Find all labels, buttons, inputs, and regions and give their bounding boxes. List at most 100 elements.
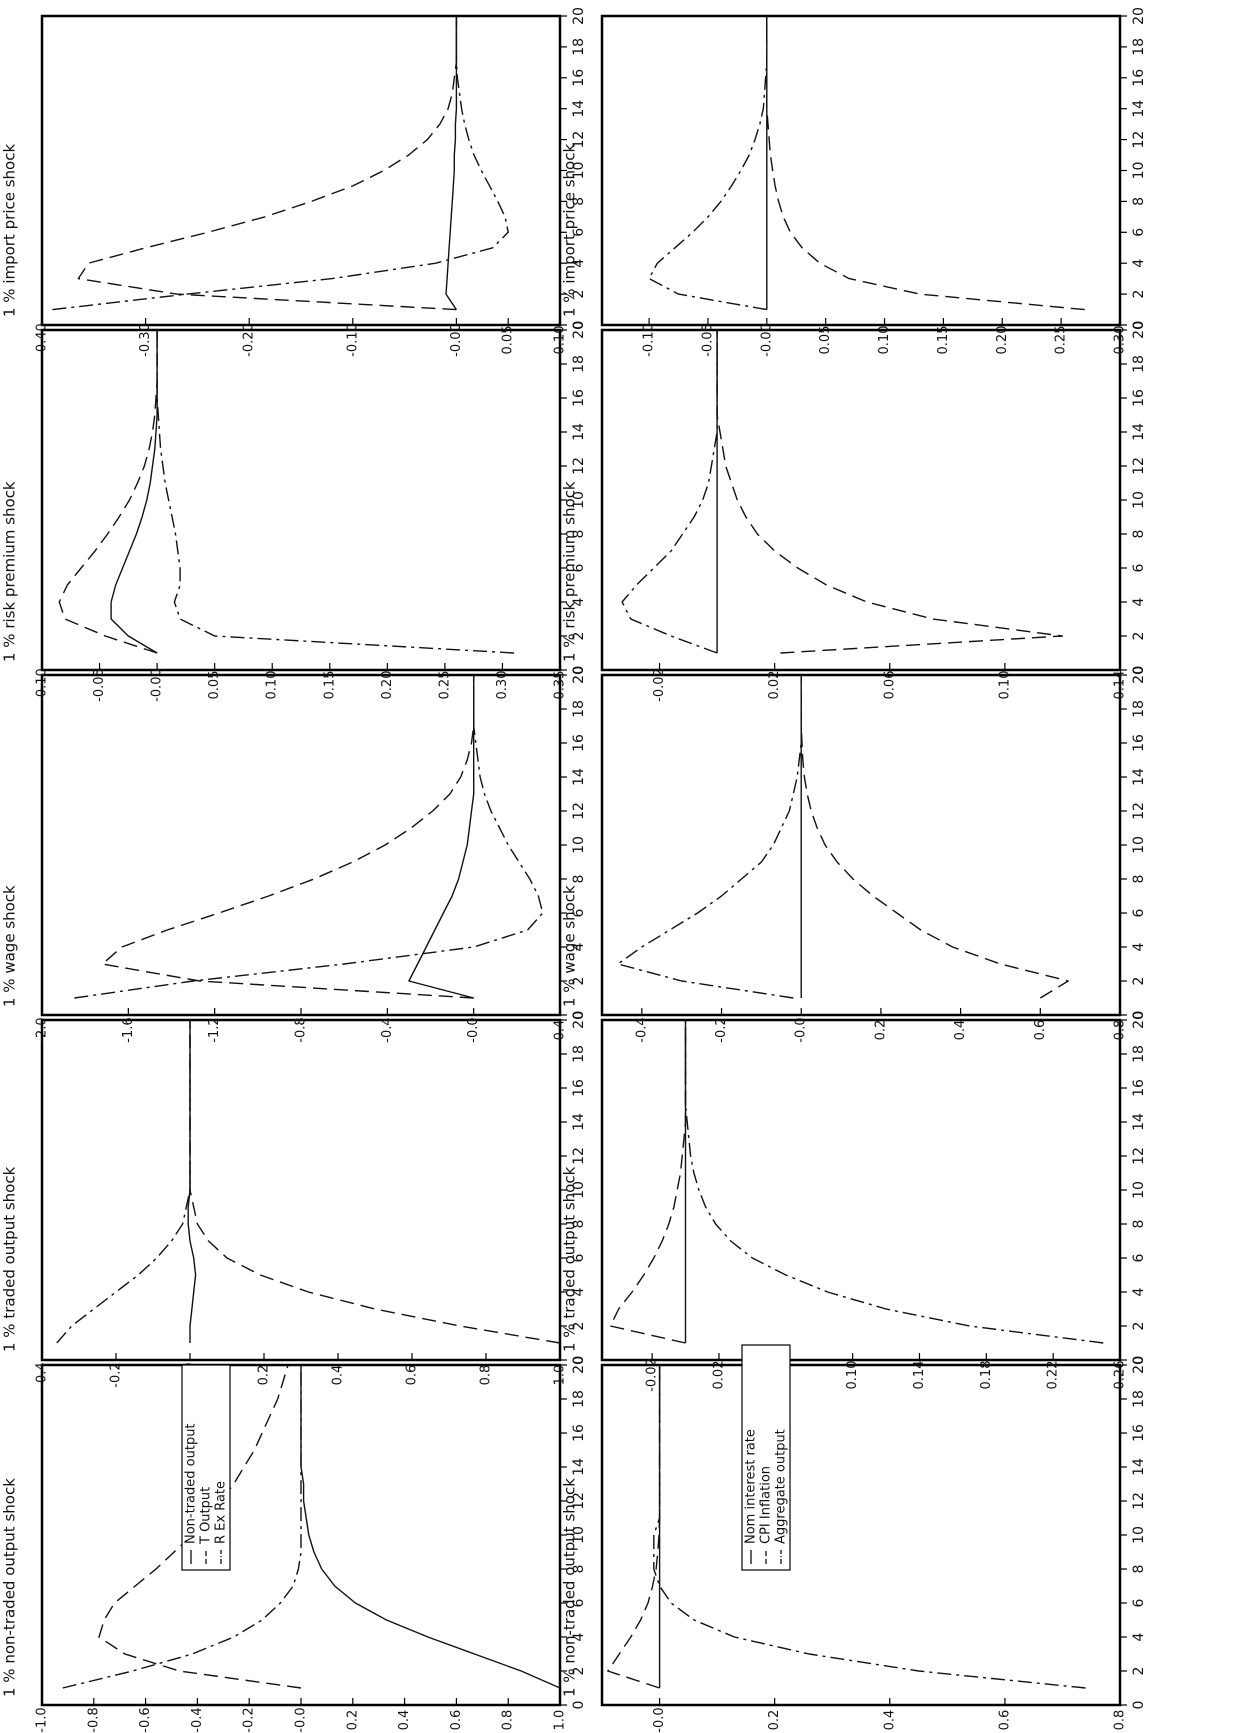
x-tick-label: 2: [571, 290, 587, 299]
legend-entry: Nom interest rate: [744, 1429, 759, 1544]
x-tick-label: 20: [571, 666, 587, 684]
y-tick-label: 0.25: [1054, 326, 1069, 355]
y-tick-label: 0.2: [345, 1710, 360, 1731]
x-tick-label: 14: [1131, 100, 1147, 118]
series-line-dashed: [58, 330, 158, 654]
x-tick-label: 8: [1131, 197, 1147, 206]
x-tick-label: 16: [571, 1424, 587, 1442]
y-tick-label: 0.22: [1046, 1361, 1061, 1390]
x-tick-label: 4: [1131, 259, 1147, 268]
y-tick-label: 0.02: [767, 671, 782, 700]
x-tick-label: 10: [1131, 836, 1147, 854]
panel-0-4: 1 % import price shock -0.40 -0.30 -0.20 -0.…: [1, 7, 588, 357]
panel-0-0: 1 % non-traded output shock -1.0 -0.8 -0.6 -…: [1, 1356, 588, 1733]
x-tick-label: 18: [1131, 1045, 1147, 1063]
series-line-dashed: [101, 675, 475, 999]
y-tick-label: -2.0: [35, 1017, 50, 1042]
x-tick-label: 20: [1131, 7, 1147, 25]
series-line-dashed: [800, 675, 1069, 999]
x-tick-label: 14: [1131, 768, 1147, 786]
x-tick-label: 8: [571, 1565, 587, 1574]
series-line-dashed: [77, 16, 458, 311]
x-tick-label: 12: [571, 131, 587, 149]
y-tick-label: 0.15: [936, 326, 951, 355]
x-tick-label: 4: [1131, 597, 1147, 606]
x-tick-label: 10: [571, 162, 587, 180]
x-tick-label: 0: [571, 1356, 587, 1365]
y-tick-label: -0.00: [759, 323, 774, 357]
x-tick-label: 0: [1131, 666, 1147, 675]
legend-0: Non-traded output T Output R Ex Rate: [181, 1364, 231, 1571]
panel-frame: [600, 1018, 1122, 1362]
series-line-solid: [408, 675, 475, 999]
series-line-solid: [110, 330, 158, 654]
y-tick-label: -0.10: [35, 668, 50, 702]
x-tick-label: 18: [1131, 1390, 1147, 1408]
panel-1-1: 1 % traded output shock-0.020.020.060.10…: [561, 1011, 1148, 1392]
x-tick-label: 6: [1131, 908, 1147, 917]
x-tick-label: 0: [571, 1011, 587, 1020]
x-tick-label: 16: [571, 1079, 587, 1097]
y-tick-label: -0.8: [294, 1017, 309, 1042]
panel-frame: [600, 328, 1122, 672]
x-tick-label: 20: [571, 1011, 587, 1029]
y-tick-label: 0.26: [1113, 1361, 1128, 1390]
x-tick-label: 2: [571, 632, 587, 641]
x-tick-label: 8: [571, 1220, 587, 1229]
y-tick-label: -0.05: [92, 668, 107, 702]
x-tick-label: 6: [1131, 563, 1147, 572]
x-tick-label: 14: [571, 768, 587, 786]
series-line-dashed: [716, 330, 1064, 654]
x-tick-label: 12: [1131, 1492, 1147, 1510]
y-tick-label: 0.05: [207, 671, 222, 700]
y-tick-label: 0.20: [995, 326, 1010, 355]
y-tick-label: 0.4: [953, 1020, 968, 1041]
x-tick-label: 16: [1131, 1079, 1147, 1097]
y-tick-label: 0.05: [501, 326, 516, 355]
panel-0-3: 1 % risk premium shock -0.10 -0.05 -0.00 0.0…: [1, 321, 588, 702]
x-tick-label: 20: [1131, 321, 1147, 339]
x-tick-label: 12: [1131, 457, 1147, 475]
y-tick-label: -0.0: [294, 1707, 309, 1732]
x-tick-label: 4: [1131, 1287, 1147, 1296]
x-tick-label: 14: [571, 423, 587, 441]
x-tick-label: 12: [571, 1147, 587, 1165]
panel-title: 1 % wage shock: [561, 885, 579, 1007]
panel-1-4: 1 % import price shock -0.10 -0.05 -0.00 0.0…: [561, 7, 1148, 357]
legend-box: [741, 1344, 791, 1571]
y-tick-label: -0.4: [634, 1017, 649, 1042]
y-tick-label: 0.30: [495, 671, 510, 700]
x-tick-label: 14: [1131, 1458, 1147, 1476]
y-tick-label: 0.14: [1113, 671, 1128, 700]
x-tick-label: 10: [571, 836, 587, 854]
series-line-dashed: [766, 16, 1085, 311]
x-tick-label: 18: [571, 38, 587, 56]
x-tick-label: 0: [571, 1701, 587, 1710]
panel-title: 1 % import price shock: [561, 144, 579, 317]
x-tick-label: 2: [571, 1667, 587, 1676]
y-tick-label: 0.8: [1113, 1020, 1128, 1041]
panel-0-2: 1 % wage shock -2.0 -1.6 -1.2 -0.8 -0.4 -0.0 0.…: [1, 666, 588, 1043]
y-tick-label: 0.4: [397, 1710, 412, 1731]
legend-box: [181, 1364, 231, 1571]
y-tick-label: 0.10: [877, 326, 892, 355]
y-tick-label: -0.05: [700, 323, 715, 357]
y-tick-label: 0.2: [767, 1710, 782, 1731]
legend-entry: Non-traded output: [184, 1423, 199, 1544]
x-tick-label: 8: [571, 197, 587, 206]
series-line-dashdot: [74, 675, 544, 999]
x-tick-label: 6: [1131, 1598, 1147, 1607]
y-tick-label: 0.10: [553, 326, 568, 355]
x-tick-label: 6: [571, 1253, 587, 1262]
series-line-dashed: [189, 1020, 561, 1344]
y-tick-label: 0.2: [257, 1365, 272, 1386]
series-line-dashdot: [648, 16, 768, 311]
x-tick-label: 0: [1131, 321, 1147, 330]
y-tick-label: -0.4: [35, 1362, 50, 1387]
x-tick-label: 8: [571, 530, 587, 539]
x-tick-label: 20: [1131, 1356, 1147, 1374]
x-tick-label: 18: [1131, 700, 1147, 718]
y-tick-label: 0.18: [979, 1361, 994, 1390]
y-tick-label: -0.40: [35, 323, 50, 357]
x-tick-label: 0: [571, 666, 587, 675]
